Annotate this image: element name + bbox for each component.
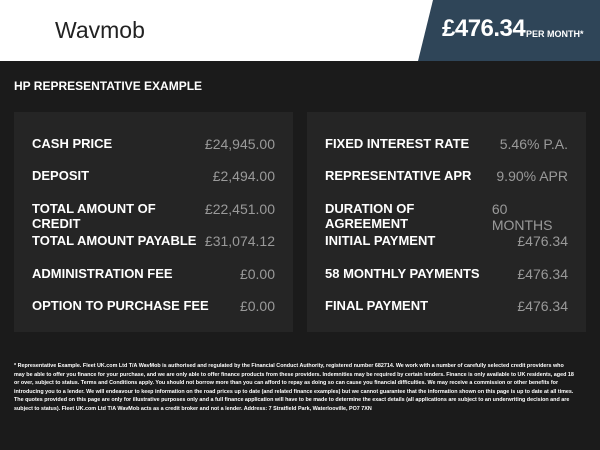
finance-row: REPRESENTATIVE APR 9.90% APR bbox=[307, 168, 586, 200]
row-value: £476.34 bbox=[517, 233, 568, 250]
row-value: £0.00 bbox=[239, 265, 275, 282]
row-label: TOTAL AMOUNT PAYABLE bbox=[32, 233, 197, 249]
finance-row: OPTION TO PURCHASE FEE £0.00 bbox=[14, 298, 293, 330]
row-value: 5.46% P.A. bbox=[499, 136, 568, 152]
row-value: £24,945.00 bbox=[204, 136, 275, 152]
row-label: DEPOSIT bbox=[32, 168, 90, 184]
row-label: TOTAL AMOUNT OF CREDIT bbox=[32, 200, 156, 231]
section-title: HP REPRESENTATIVE EXAMPLE bbox=[14, 79, 203, 93]
right-finance-panel: FIXED INTEREST RATE 5.46% P.A. REPRESENTA… bbox=[307, 112, 586, 332]
row-value: £0.00 bbox=[239, 297, 275, 314]
row-label: OPTION TO PURCHASE FEE bbox=[32, 297, 209, 313]
logo[interactable]: Wavmob bbox=[55, 17, 145, 43]
row-label: FINAL PAYMENT bbox=[325, 297, 429, 313]
finance-row: FIXED INTEREST RATE 5.46% P.A. bbox=[307, 136, 586, 168]
finance-row: DURATION OF AGREEMENT 60 MONTHS bbox=[307, 201, 586, 233]
finance-row: INITIAL PAYMENT £476.34 bbox=[307, 233, 586, 265]
row-value: 60 MONTHS bbox=[491, 200, 553, 233]
finance-row: DEPOSIT £2,494.00 bbox=[14, 168, 293, 200]
price-panel bbox=[418, 0, 600, 61]
row-label: FIXED INTEREST RATE bbox=[325, 136, 470, 151]
row-label: INITIAL PAYMENT bbox=[325, 233, 436, 249]
finance-row: TOTAL AMOUNT OF CREDIT £22,451.00 bbox=[14, 201, 293, 233]
row-value: 9.90% APR bbox=[496, 168, 568, 185]
row-label: REPRESENTATIVE APR bbox=[325, 168, 472, 184]
left-finance-panel: CASH PRICE £24,945.00 DEPOSIT £2,494.00 TO… bbox=[14, 112, 293, 332]
row-label: DURATION OF AGREEMENT bbox=[325, 200, 415, 231]
legal-footnote: * Representative Example. Fleet UK.com L… bbox=[14, 363, 574, 412]
row-label: CASH PRICE bbox=[32, 136, 113, 151]
row-value: £2,494.00 bbox=[212, 168, 275, 185]
row-label: ADMINISTRATION FEE bbox=[32, 265, 173, 281]
finance-row: CASH PRICE £24,945.00 bbox=[14, 136, 293, 168]
finance-row: ADMINISTRATION FEE £0.00 bbox=[14, 266, 293, 298]
row-value: £476.34 bbox=[517, 265, 568, 282]
row-value: £22,451.00 bbox=[204, 200, 275, 217]
row-label: 58 MONTHLY PAYMENTS bbox=[325, 265, 480, 281]
finance-row: TOTAL AMOUNT PAYABLE £31,074.12 bbox=[14, 233, 293, 265]
row-value: £31,074.12 bbox=[204, 233, 275, 250]
finance-row: FINAL PAYMENT £476.34 bbox=[307, 298, 586, 330]
monthly-price: £476.34 bbox=[442, 15, 526, 42]
finance-row: 58 MONTHLY PAYMENTS £476.34 bbox=[307, 266, 586, 298]
row-value: £476.34 bbox=[517, 297, 568, 314]
per-month-label: PER MONTH* bbox=[526, 29, 584, 39]
